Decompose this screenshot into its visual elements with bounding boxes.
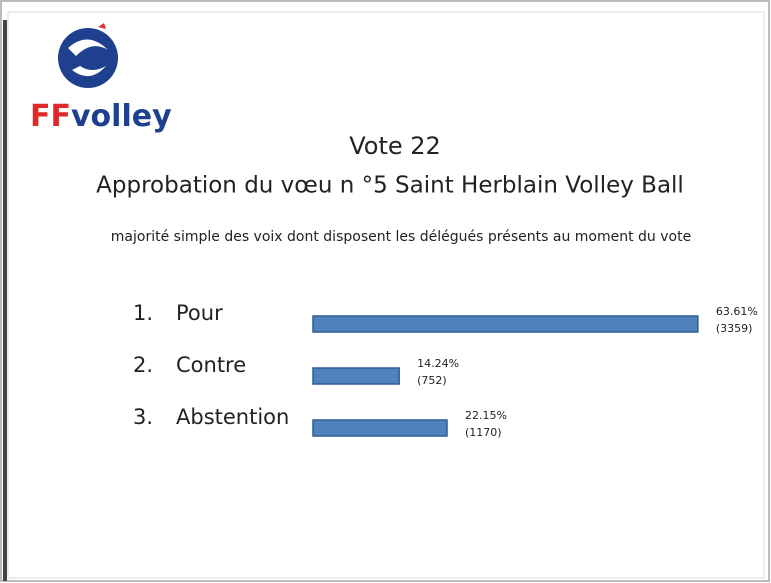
- value-label: 14.24%: [417, 357, 459, 370]
- logo: FFvolley: [30, 23, 172, 134]
- logo-swoosh: [68, 39, 108, 56]
- bar: [312, 315, 699, 333]
- logo-crest: [98, 23, 106, 29]
- count-label: (3359): [716, 322, 753, 335]
- value-label: 63.61%: [716, 305, 758, 318]
- category-number: 2.: [133, 353, 153, 377]
- logo-red: FF: [30, 99, 71, 134]
- count-label: (1170): [465, 426, 502, 439]
- bar: [312, 419, 448, 437]
- count-label: (752): [417, 374, 447, 387]
- category-number: 3.: [133, 405, 153, 429]
- category-label: Contre: [176, 353, 246, 377]
- category-number: 1.: [133, 301, 153, 325]
- logo-swoosh: [72, 66, 106, 77]
- value-label: 22.15%: [465, 409, 507, 422]
- bar: [312, 367, 400, 385]
- category-label: Abstention: [176, 405, 289, 429]
- slide-inner: [7, 11, 765, 579]
- logo-ball: [58, 28, 118, 88]
- chart-subtitle: Approbation du vœu n °5 Saint Herblain V…: [96, 173, 684, 199]
- chart-title: Vote 22: [349, 132, 441, 160]
- category-label: Pour: [176, 301, 223, 325]
- left-edge: [3, 20, 7, 581]
- logo-text: FFvolley: [30, 99, 172, 134]
- chart-note: majorité simple des voix dont disposent …: [111, 229, 691, 245]
- logo-blue: volley: [71, 99, 172, 134]
